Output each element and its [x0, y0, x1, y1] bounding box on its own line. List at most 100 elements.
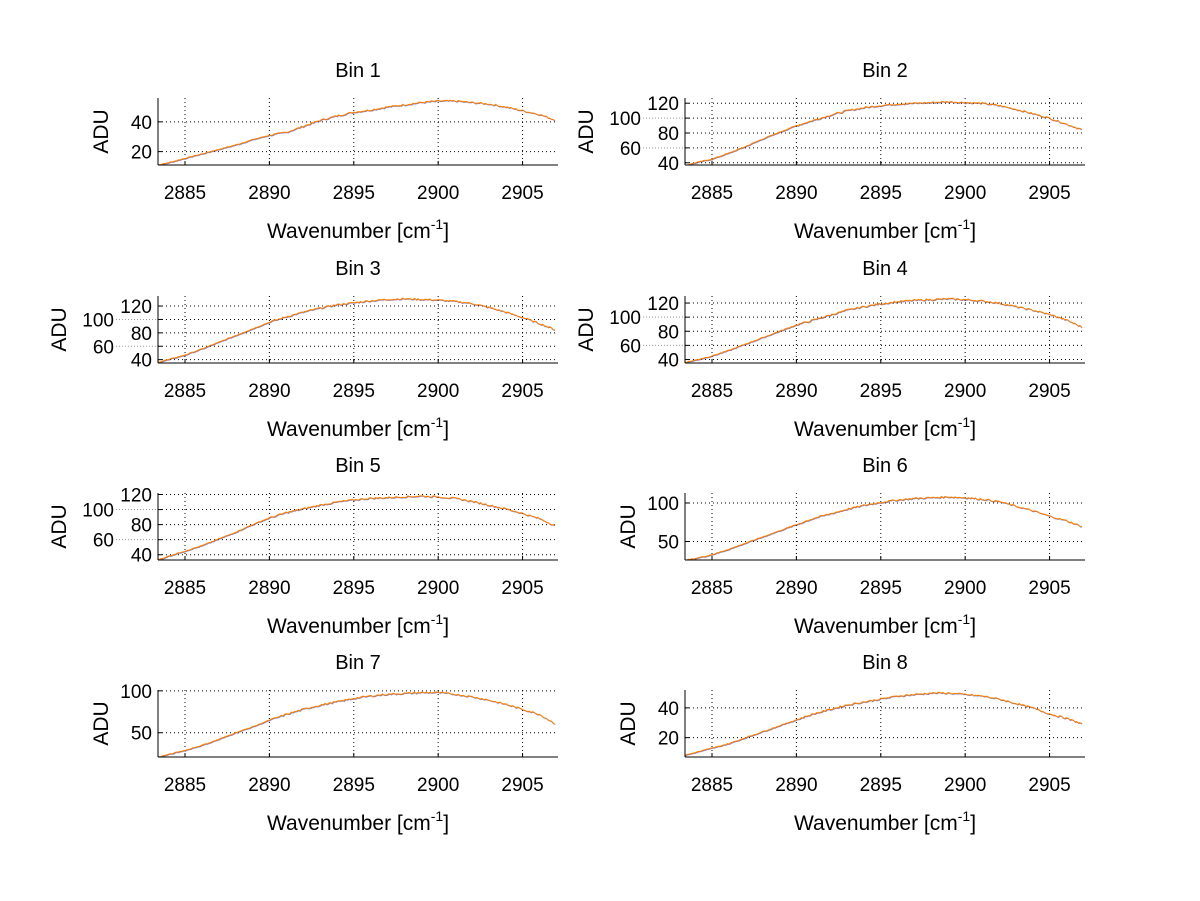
x-axis-label-end: ]: [970, 418, 976, 441]
subplot-bin-2: 2885 2890 2895 2900 2905 40 60 80 100 120 Bin 2 Wav…: [575, 60, 1085, 243]
x-tick-label: 2895: [860, 775, 902, 796]
x-tick-label: 2905: [1028, 381, 1070, 402]
x-tick-label: 2895: [333, 775, 375, 796]
x-tick-label: 2890: [775, 775, 817, 796]
x-tick-label: 2885: [164, 578, 206, 599]
x-axis-label-main: Wavenumber [cm: [794, 418, 958, 441]
subplot-title: Bin 2: [862, 60, 908, 82]
x-tick-label: 2890: [248, 578, 290, 599]
x-axis-label: Wavenumber [cm-1]: [794, 216, 976, 243]
y-tick-label: 60: [93, 531, 114, 552]
x-axis-label: Wavenumber [cm-1]: [794, 414, 976, 441]
y-axis-label: ADU: [617, 504, 640, 548]
subplot-title: Bin 3: [335, 258, 381, 280]
y-tick-label: 40: [658, 154, 679, 175]
x-tick-label: 2890: [775, 381, 817, 402]
x-axis-label-end: ]: [443, 418, 449, 441]
x-tick-label: 2900: [944, 183, 986, 204]
x-tick-label: 2895: [333, 183, 375, 204]
x-tick-label: 2890: [248, 183, 290, 204]
y-axis-label: ADU: [575, 307, 598, 351]
x-tick-label: 2885: [691, 183, 733, 204]
y-tick-label: 80: [131, 516, 152, 537]
x-tick-label: 2895: [860, 381, 902, 402]
x-axis-label-main: Wavenumber [cm: [794, 220, 958, 243]
x-tick-label: 2905: [501, 381, 543, 402]
x-axis-label-superscript: -1: [958, 216, 971, 232]
y-axis-label: ADU: [575, 109, 598, 153]
y-axis-label: ADU: [617, 701, 640, 745]
x-axis-label-main: Wavenumber [cm: [267, 418, 431, 441]
y-tick-label: 60: [620, 139, 641, 160]
subplot-title: Bin 4: [862, 258, 908, 280]
series-line-spectrum: [685, 691, 1082, 756]
series-line-spectrum: [158, 99, 555, 165]
y-tick-label: 100: [82, 310, 114, 331]
y-tick-label: 20: [658, 729, 679, 750]
x-tick-label: 2895: [333, 578, 375, 599]
x-axis-label-main: Wavenumber [cm: [794, 812, 958, 835]
x-axis-label-end: ]: [443, 220, 449, 243]
y-tick-label: 120: [120, 297, 152, 318]
y-tick-label: 100: [82, 501, 114, 522]
y-tick-label: 120: [647, 294, 679, 315]
x-tick-label: 2900: [417, 381, 459, 402]
x-axis-label-superscript: -1: [958, 611, 971, 627]
x-axis-label: Wavenumber [cm-1]: [794, 611, 976, 638]
x-tick-label: 2885: [691, 381, 733, 402]
x-tick-label: 2905: [1028, 578, 1070, 599]
x-axis-label-superscript: -1: [431, 611, 444, 627]
x-tick-label: 2890: [775, 578, 817, 599]
x-axis-label: Wavenumber [cm-1]: [794, 808, 976, 835]
y-tick-label: 80: [658, 124, 679, 145]
y-axis-label: ADU: [48, 504, 71, 548]
x-axis-label-superscript: -1: [431, 414, 444, 430]
x-axis-label: Wavenumber [cm-1]: [267, 414, 449, 441]
x-axis-label-superscript: -1: [958, 808, 971, 824]
x-axis-label: Wavenumber [cm-1]: [267, 216, 449, 243]
series-line-spectrum: [158, 495, 555, 560]
series-line-spectrum: [685, 100, 1082, 165]
x-tick-label: 2895: [860, 183, 902, 204]
x-tick-label: 2900: [944, 578, 986, 599]
y-tick-label: 50: [658, 533, 679, 554]
x-tick-label: 2885: [164, 183, 206, 204]
x-axis-label: Wavenumber [cm-1]: [267, 808, 449, 835]
y-tick-label: 40: [131, 113, 152, 134]
y-tick-label: 50: [131, 724, 152, 745]
x-tick-label: 2890: [248, 775, 290, 796]
x-axis-label-end: ]: [970, 615, 976, 638]
y-tick-label: 100: [647, 494, 679, 515]
x-tick-label: 2900: [417, 578, 459, 599]
x-tick-label: 2905: [1028, 183, 1070, 204]
x-axis-label: Wavenumber [cm-1]: [267, 611, 449, 638]
x-axis-label-end: ]: [970, 220, 976, 243]
y-tick-label: 120: [120, 486, 152, 507]
x-tick-label: 2900: [417, 775, 459, 796]
x-tick-label: 2890: [248, 381, 290, 402]
y-axis-label: ADU: [90, 109, 113, 153]
series-line-spectrum: [158, 297, 555, 363]
subplot-bin-1: 2885 2890 2895 2900 2905 20 40 Bin 1 Wavenumber …: [90, 60, 558, 243]
x-tick-label: 2890: [775, 183, 817, 204]
subplot-bin-5: 2885 2890 2895 2900 2905 40 60 80 100 120 Bin 5 Wav…: [48, 455, 558, 638]
subplot-title: Bin 5: [335, 455, 381, 477]
x-tick-label: 2885: [164, 775, 206, 796]
x-axis-label-end: ]: [443, 615, 449, 638]
subplot-title: Bin 7: [335, 652, 381, 674]
x-axis-label-main: Wavenumber [cm: [267, 220, 431, 243]
subplot-bin-8: 2885 2890 2895 2900 2905 20 40 Bin 8 Wavenumber …: [617, 652, 1085, 835]
subplot-title: Bin 1: [335, 60, 381, 82]
subplot-title: Bin 8: [862, 652, 908, 674]
x-axis-label-superscript: -1: [431, 216, 444, 232]
y-tick-label: 40: [658, 699, 679, 720]
y-tick-label: 40: [131, 546, 152, 567]
x-axis-label-main: Wavenumber [cm: [794, 615, 958, 638]
y-tick-label: 100: [609, 308, 641, 329]
y-tick-label: 60: [93, 337, 114, 358]
series-line-spectrum: [685, 297, 1082, 363]
subplot-bin-4: 2885 2890 2895 2900 2905 40 60 80 100 120 Bin 4 Wav…: [575, 258, 1085, 441]
x-tick-label: 2885: [691, 578, 733, 599]
subplot-bin-6: 2885 2890 2895 2900 2905 50 100 Bin 6 Wavenumber…: [617, 455, 1085, 638]
x-tick-label: 2905: [501, 578, 543, 599]
